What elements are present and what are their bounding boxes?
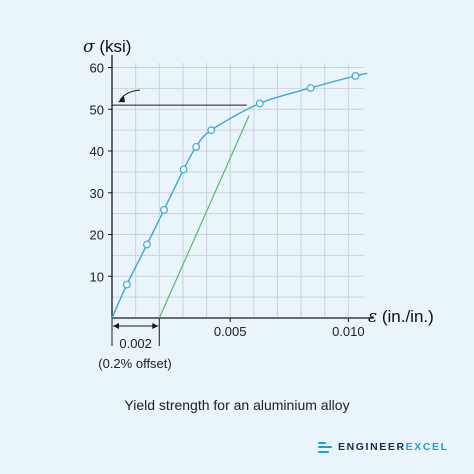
data-points	[122, 71, 360, 289]
grid	[112, 63, 364, 318]
y-tick-label: 30	[90, 186, 104, 201]
offset-label: 0.002	[119, 336, 152, 351]
x-axis-symbol: ε	[368, 307, 377, 327]
data-point-marker	[207, 126, 216, 135]
data-point-marker	[192, 142, 201, 151]
brand-logo: ENGINEEREXCEL	[318, 441, 449, 453]
y-tick-label: 50	[90, 102, 104, 117]
x-axis-unit: (in./in.)	[377, 307, 434, 326]
brand-name: ENGINEEREXCEL	[338, 441, 449, 453]
y-axis-title: σ (ksi)	[83, 37, 131, 57]
y-tick-label: 60	[90, 61, 104, 76]
brand-mark-icon	[318, 441, 332, 453]
series	[111, 72, 368, 319]
x-tick-label: 0.010	[332, 324, 365, 339]
data-point-marker	[179, 165, 188, 174]
data-point-marker	[143, 240, 151, 249]
data-point-marker	[160, 205, 168, 214]
offset-line	[158, 115, 250, 319]
y-axis-symbol: σ	[83, 37, 95, 57]
yield-pointer-arrowhead-icon	[118, 96, 125, 103]
x-axis-title: ε (in./in.)	[368, 307, 434, 327]
offset-arrow-left-icon	[113, 323, 119, 329]
data-point-marker	[122, 280, 131, 289]
axes	[111, 55, 374, 319]
data-point-marker	[351, 71, 360, 80]
y-tick-label: 40	[90, 144, 104, 159]
brand-name-part1: ENGINEER	[338, 441, 406, 453]
y-axis-unit: (ksi)	[95, 37, 132, 56]
tick-labels: 10 20 30 40 50 60 0.005 0.010	[90, 61, 365, 339]
chart-caption: Yield strength for an aluminium alloy	[124, 397, 350, 413]
y-tick-label: 20	[90, 228, 104, 243]
axis-titles: σ (ksi) ε (in./in.)	[83, 37, 434, 327]
stress-strain-curve	[111, 72, 368, 319]
y-tick-label: 10	[90, 269, 104, 284]
x-tick-label: 0.005	[214, 324, 247, 339]
brand-name-part2: EXCEL	[405, 441, 449, 453]
data-point-marker	[306, 84, 315, 92]
offset-arrow-right-icon	[152, 323, 159, 329]
offset-note: (0.2% offset)	[98, 356, 171, 371]
yield-pointer-arrow	[119, 89, 141, 101]
data-point-marker	[255, 99, 264, 108]
offset-dimension: 0.002 (0.2% offset)	[98, 318, 172, 371]
